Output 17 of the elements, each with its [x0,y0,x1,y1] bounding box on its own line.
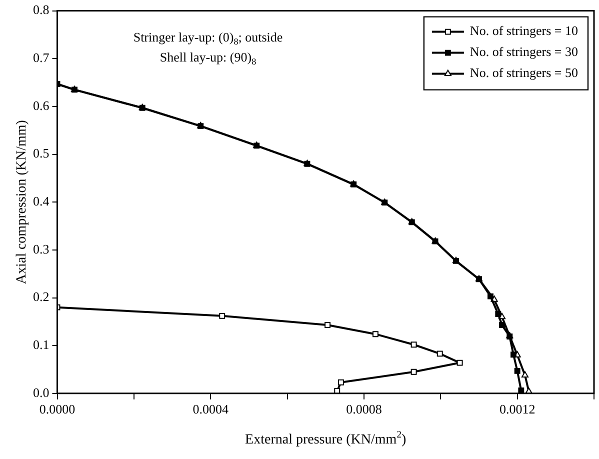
y-tick-label: 0.2 [33,289,50,304]
y-tick-label: 0.5 [33,146,50,161]
x-tick-label: 0.0000 [39,402,76,417]
y-tick-label: 0.7 [33,50,50,66]
y-tick-label: 0.1 [33,336,50,352]
y-tick-label: 0.3 [33,241,50,256]
y-tick-label: 0.6 [33,98,50,113]
legend-label: No. of stringers = 50 [470,65,578,80]
y-axis-title: Axial compression (KN/mm) [14,120,30,284]
y-tick-label: 0.8 [33,2,50,18]
y-tick-label: 0.0 [33,384,50,400]
x-tick-label: 0.0012 [499,402,536,417]
x-tick-label: 0.0004 [192,402,229,417]
legend-label: No. of stringers = 30 [470,44,578,60]
legend-label: No. of stringers = 10 [470,23,578,38]
y-tick-label: 0.4 [33,194,50,209]
x-tick-label: 0.0008 [346,402,382,417]
